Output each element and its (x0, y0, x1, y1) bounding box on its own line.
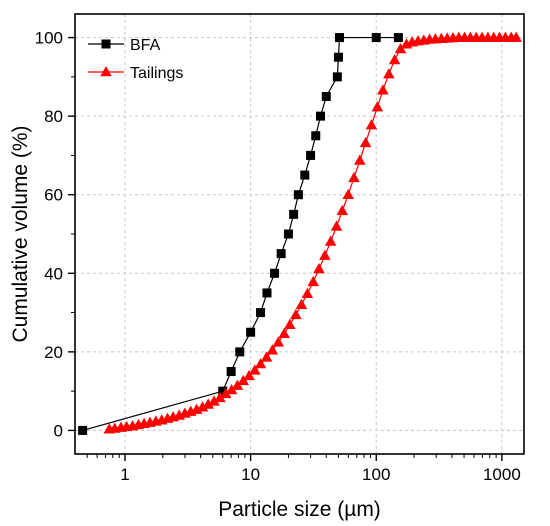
data-point (319, 249, 331, 260)
series-line (109, 36, 517, 430)
data-point (295, 298, 308, 309)
legend-label-tailings: Tailings (130, 65, 183, 82)
data-point (348, 171, 360, 183)
data-point (371, 101, 384, 112)
data-point (226, 367, 236, 376)
data-point (332, 72, 342, 82)
data-point (321, 92, 331, 101)
data-point (237, 374, 250, 386)
x-tick-label: 100 (362, 465, 390, 484)
data-point (243, 369, 255, 381)
data-point (359, 136, 372, 148)
data-point (293, 190, 303, 200)
data-point (256, 308, 266, 318)
data-point (249, 364, 261, 375)
y-tick-label: 80 (44, 107, 63, 126)
data-point (278, 327, 290, 339)
data-point (330, 220, 343, 231)
y-tick-label: 20 (44, 343, 63, 362)
legend: BFA Tailings (88, 37, 183, 82)
data-point (393, 33, 403, 43)
data-point (196, 401, 209, 412)
data-point (289, 209, 299, 219)
series-tailings (103, 31, 522, 434)
data-point (333, 52, 343, 62)
data-point (254, 358, 267, 369)
data-point (225, 383, 238, 395)
data-point (262, 288, 272, 298)
data-point (394, 42, 407, 54)
series-bfa (78, 33, 403, 435)
data-point (290, 308, 302, 320)
data-point (324, 235, 337, 246)
data-point (272, 336, 285, 347)
legend-marker (100, 66, 112, 77)
data-point (78, 425, 88, 435)
data-point (365, 119, 378, 130)
y-tick-label: 60 (44, 186, 63, 205)
x-tick-label: 1 (120, 465, 129, 484)
y-tick-label: 100 (35, 29, 63, 48)
y-tick-label: 0 (54, 421, 63, 440)
data-point (214, 391, 226, 403)
y-tick-label: 40 (44, 264, 63, 283)
x-axis-title: Particle size (µm) (218, 498, 381, 521)
data-point (336, 204, 349, 216)
data-point (510, 31, 522, 42)
data-point (246, 327, 256, 337)
data-point (316, 111, 326, 121)
data-point (266, 344, 279, 355)
plot-frame (74, 13, 525, 455)
data-point (335, 33, 345, 43)
data-point (260, 351, 273, 362)
data-point (300, 170, 310, 180)
data-point (383, 68, 395, 79)
data-point (220, 387, 232, 399)
data-point (235, 347, 245, 357)
grid-lines (75, 14, 524, 454)
x-tick-label: 1000 (483, 465, 521, 484)
y-axis-title: Cumulative volume (%) (9, 125, 32, 342)
data-point (284, 318, 296, 329)
tick-labels: 0 20 40 60 80 100 1 10 100 1000 (35, 29, 521, 484)
data-point (231, 379, 244, 390)
data-point (307, 275, 319, 287)
series-line (82, 36, 399, 432)
series-layer (78, 31, 522, 435)
legend-marker (101, 39, 111, 49)
data-point (202, 398, 215, 409)
data-point (276, 249, 286, 259)
data-point (283, 229, 293, 239)
legend-label-bfa: BFA (130, 37, 161, 54)
data-point (301, 287, 314, 298)
data-point (313, 262, 325, 274)
data-point (270, 268, 280, 278)
data-point (306, 150, 316, 160)
data-point (388, 53, 401, 65)
x-tick-label: 10 (241, 465, 260, 484)
data-point (342, 188, 354, 199)
data-point (371, 33, 381, 43)
data-point (377, 84, 389, 95)
data-point (218, 386, 228, 396)
data-point (208, 395, 220, 406)
data-point (354, 154, 366, 165)
data-point (311, 131, 321, 141)
